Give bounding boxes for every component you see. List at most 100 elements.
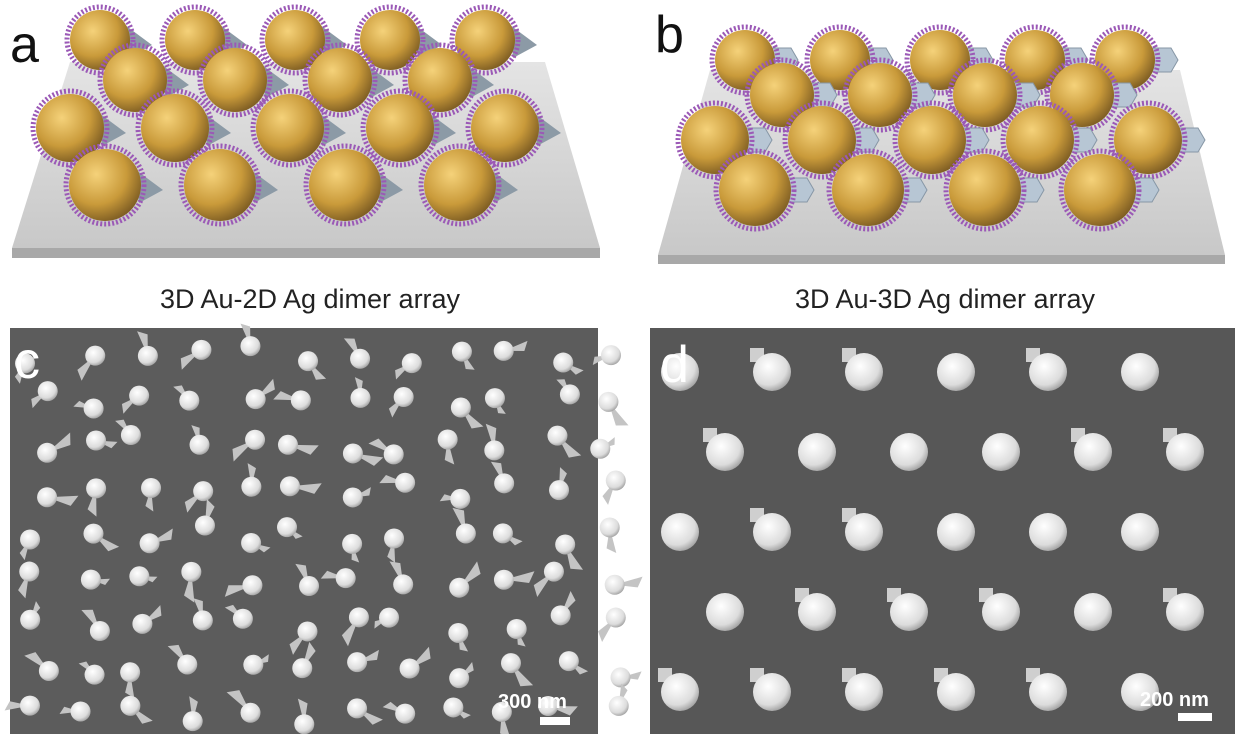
panel-label: b [655,6,684,64]
gold-particle [294,714,314,734]
caption: 3D Au-3D Ag dimer array [795,284,1096,314]
gold-particle [19,562,39,582]
gold-particle [890,593,928,631]
gold-particle [141,478,161,498]
gold-particle [347,652,367,672]
gold-particle [71,701,91,721]
gold-particle [298,351,318,371]
gold-sphere [203,48,267,112]
gold-sphere [424,149,496,221]
gold-particle [798,433,836,471]
gold-particle [140,533,160,553]
gold-particle [1121,513,1159,551]
gold-particle [547,426,567,446]
gold-particle [485,388,505,408]
gold-particle [611,667,631,687]
gold-sphere [832,154,904,226]
gold-particle [39,661,59,681]
gold-particle [937,673,975,711]
gold-particle [280,476,300,496]
gold-particle [753,673,791,711]
gold-particle [242,575,262,595]
gold-particle [38,381,58,401]
gold-particle [342,534,362,554]
gold-particle [349,607,369,627]
gold-particle [395,473,415,493]
gold-particle [120,696,140,716]
gold-particle [450,489,470,509]
gold-particle [449,668,469,688]
gold-particle [246,389,266,409]
gold-particle [241,533,261,553]
gold-particle [753,513,791,551]
figure: a b 3D Au-2D Ag dimer array 3D Au-3D Ag … [0,0,1235,734]
gold-particle [1074,593,1112,631]
gold-particle [494,473,514,493]
gold-particle [753,353,791,391]
scale-bar-label: 300 nm [498,691,567,713]
gold-particle [661,513,699,551]
gold-particle [494,570,514,590]
gold-particle [132,614,152,634]
gold-particle [1166,433,1204,471]
panel-b [658,27,1225,264]
gold-particle [347,698,367,718]
gold-particle [183,711,203,731]
gold-particle [85,665,105,685]
scale-bar [540,717,570,725]
gold-particle [181,562,201,582]
gold-particle [451,398,471,418]
gold-particle [138,346,158,366]
gold-particle [501,653,521,673]
gold-particle [982,593,1020,631]
gold-particle [590,439,610,459]
gold-particle [179,391,199,411]
gold-particle [190,435,210,455]
gold-particle [343,487,363,507]
gold-particle [507,619,527,639]
gold-particle [494,341,514,361]
gold-particle [606,608,626,628]
gold-particle [37,487,57,507]
gold-particle [292,658,312,678]
gold-particle [890,433,928,471]
gold-particle [493,523,513,543]
panel-label: d [660,336,689,394]
gold-particle [193,610,213,630]
gold-particle [379,608,399,628]
gold-particle [438,429,458,449]
substrate-edge [658,255,1225,264]
substrate-edge [12,248,600,258]
gold-particle [845,513,883,551]
gold-particle [193,481,213,501]
gold-particle [609,696,629,716]
gold-particle [243,655,263,675]
gold-particle [241,703,261,723]
scale-bar [1178,713,1212,721]
gold-particle [241,477,261,497]
gold-particle [600,517,620,537]
gold-particle [86,478,106,498]
gold-particle [1166,593,1204,631]
gold-sphere [719,154,791,226]
gold-particle [845,673,883,711]
gold-particle [245,430,265,450]
gold-particle [297,621,317,641]
gold-particle [240,336,260,356]
gold-particle [1029,673,1067,711]
page: {"panels": [ {"label": "a", "caption": "… [0,0,1235,734]
gold-sphere [69,149,141,221]
gold-particle [661,673,699,711]
gold-particle [402,353,422,373]
panel-label: a [10,16,39,74]
gold-particle [598,392,618,412]
gold-particle [456,523,476,543]
gold-particle [937,513,975,551]
gold-particle [350,388,370,408]
gold-particle [20,529,40,549]
gold-particle [798,593,836,631]
gold-particle [350,349,370,369]
scale-bar-label: 200 nm [1140,689,1209,711]
gold-particle [706,593,744,631]
gold-particle [605,575,625,595]
